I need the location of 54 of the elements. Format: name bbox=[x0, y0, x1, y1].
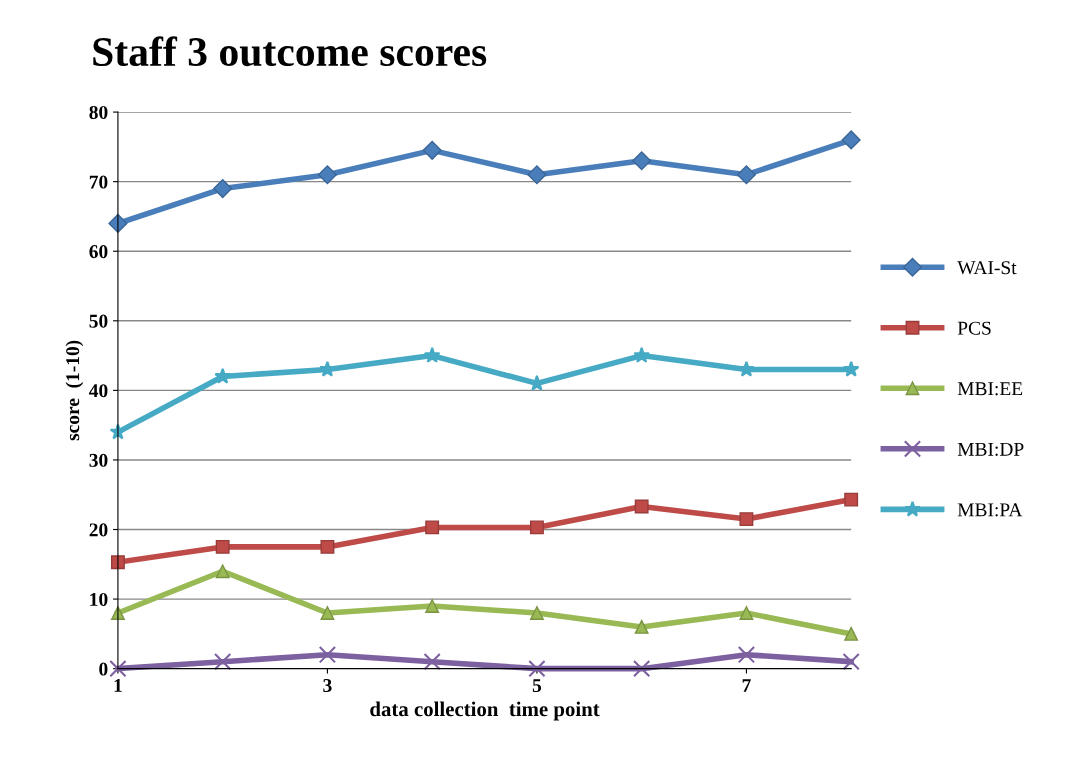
point bbox=[214, 367, 231, 384]
legend-label: MBI:EE bbox=[957, 382, 1023, 396]
y-tick-label: 10 bbox=[90, 592, 108, 607]
point bbox=[737, 646, 756, 664]
point bbox=[633, 346, 650, 363]
point bbox=[215, 564, 230, 579]
x-tick-label: 3 bbox=[323, 678, 332, 693]
y-axis-title: score (1-10) bbox=[65, 340, 84, 441]
point bbox=[739, 512, 754, 527]
point bbox=[527, 165, 547, 185]
point bbox=[318, 646, 337, 664]
legend-label: PCS bbox=[957, 321, 991, 335]
point bbox=[320, 539, 335, 554]
point bbox=[842, 360, 860, 377]
point bbox=[423, 653, 441, 671]
point bbox=[528, 659, 546, 678]
x-tick-label: 7 bbox=[742, 679, 751, 692]
y-tick-label: 80 bbox=[89, 105, 108, 120]
point bbox=[841, 130, 861, 150]
x-tick-label: 1 bbox=[114, 679, 122, 692]
y-tick-label: 20 bbox=[89, 523, 108, 537]
y-tick-label: 60 bbox=[89, 245, 108, 259]
legend-label: MBI:DP bbox=[957, 442, 1024, 456]
point bbox=[423, 346, 441, 363]
point bbox=[844, 626, 859, 641]
point bbox=[844, 492, 859, 507]
legend-label: MBI:PA bbox=[957, 503, 1023, 517]
y-tick-label: 0 bbox=[99, 662, 108, 676]
point bbox=[109, 659, 127, 678]
point bbox=[425, 520, 440, 535]
point bbox=[736, 165, 756, 185]
point bbox=[213, 653, 232, 671]
point bbox=[215, 539, 230, 554]
point bbox=[634, 619, 649, 634]
point bbox=[634, 499, 649, 514]
point bbox=[320, 606, 335, 620]
point bbox=[317, 165, 337, 185]
y-tick-label: 40 bbox=[89, 384, 108, 398]
point bbox=[842, 653, 860, 671]
point bbox=[213, 179, 233, 199]
point bbox=[529, 606, 544, 620]
x-axis-title: data collection time point bbox=[370, 701, 600, 721]
x-tick-label: 5 bbox=[532, 679, 542, 693]
chart-title: Staff 3 outcome scores bbox=[93, 36, 487, 67]
point bbox=[632, 659, 651, 678]
y-tick-label: 50 bbox=[89, 314, 108, 328]
point bbox=[422, 140, 442, 160]
y-tick-label: 30 bbox=[89, 453, 108, 467]
point bbox=[739, 606, 754, 620]
point bbox=[529, 520, 544, 535]
legend-label: WAI-St bbox=[957, 261, 1017, 275]
point bbox=[632, 151, 652, 171]
point bbox=[425, 599, 440, 613]
y-tick-label: 70 bbox=[89, 175, 108, 189]
